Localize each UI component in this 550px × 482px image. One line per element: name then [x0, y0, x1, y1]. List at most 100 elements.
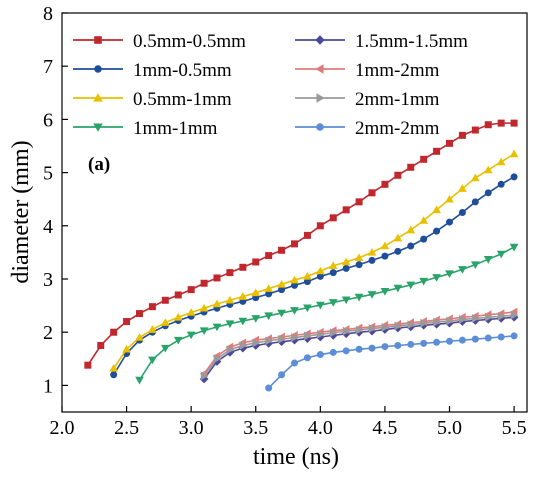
data-point [509, 149, 519, 158]
data-point [110, 328, 118, 336]
series-line [138, 246, 515, 381]
data-point [315, 266, 325, 275]
data-point [394, 247, 402, 255]
data-point [432, 205, 441, 214]
data-point [341, 296, 351, 305]
x-tick-label: 5.0 [437, 417, 462, 439]
x-tick-label: 3.5 [243, 417, 268, 439]
x-tick-label: 4.0 [308, 417, 333, 439]
data-point [458, 209, 466, 216]
data-point [109, 364, 119, 372]
data-point [238, 292, 248, 300]
series-0.5mm-0.5mm [84, 119, 518, 369]
data-point [355, 345, 363, 353]
data-point [226, 345, 235, 355]
data-point [368, 324, 377, 333]
data-point [433, 317, 441, 327]
data-point [200, 279, 208, 287]
series-line [203, 314, 515, 377]
data-point [161, 296, 169, 304]
data-point [472, 313, 480, 323]
data-point [329, 328, 338, 338]
data-point [160, 344, 170, 353]
data-point [433, 227, 441, 235]
data-point [290, 275, 299, 284]
data-point [355, 198, 363, 206]
legend-swatch-marker [94, 36, 102, 44]
data-point [420, 339, 428, 347]
data-point [199, 327, 209, 335]
legend-item: 2mm-1mm [295, 89, 440, 110]
data-point [303, 271, 312, 280]
data-point [484, 312, 493, 322]
y-tick-label: 7 [43, 56, 53, 78]
data-point [213, 274, 221, 282]
legend-swatch-marker [316, 123, 324, 131]
data-point [496, 157, 506, 166]
data-point [497, 119, 505, 127]
data-point [446, 316, 454, 326]
data-point [483, 165, 493, 174]
data-point [381, 252, 389, 260]
data-point [510, 119, 518, 127]
data-point [239, 263, 247, 271]
data-point [496, 250, 506, 259]
data-point [458, 131, 466, 139]
data-point [251, 288, 261, 297]
legend-label: 2mm-1mm [355, 89, 440, 110]
legend-label: 1mm-1mm [133, 118, 218, 139]
data-point [341, 257, 351, 266]
data-point [445, 194, 454, 203]
data-point [316, 351, 324, 359]
data-point [148, 303, 156, 311]
data-point [265, 384, 273, 392]
data-point [225, 320, 235, 329]
x-tick-label: 5.5 [502, 417, 527, 439]
data-point [393, 233, 403, 242]
series-2mm-2mm [265, 332, 518, 392]
data-point [186, 308, 196, 316]
data-point [510, 332, 518, 340]
data-point [471, 198, 479, 206]
data-point [329, 214, 337, 222]
data-point [277, 279, 286, 288]
legend-label: 1mm-2mm [355, 60, 440, 81]
series-1mm-0.5mm [110, 173, 518, 379]
data-point [497, 311, 506, 321]
legend-label: 1mm-0.5mm [133, 60, 232, 81]
data-point [354, 253, 364, 262]
data-point [251, 315, 261, 323]
data-point [110, 371, 118, 379]
data-point [433, 147, 441, 155]
data-point [484, 334, 492, 342]
data-point [342, 326, 351, 336]
data-point [354, 293, 364, 302]
x-tick-label: 2.5 [114, 417, 139, 439]
data-point [380, 241, 390, 250]
data-point [510, 173, 518, 181]
data-point [291, 281, 298, 289]
data-point [342, 264, 350, 272]
data-point [420, 155, 428, 163]
data-point [367, 291, 377, 299]
series-line [268, 335, 515, 389]
series-1mm-1mm [135, 243, 519, 385]
data-point [420, 235, 428, 243]
data-point [278, 286, 286, 294]
data-point [252, 338, 261, 348]
data-point [303, 278, 311, 286]
y-axis-title: diameter (mm) [8, 140, 34, 283]
data-point [484, 189, 492, 197]
data-point [380, 287, 390, 296]
data-point [484, 121, 492, 129]
legend-item: 1mm-2mm [295, 60, 440, 81]
legend-label: 0.5mm-1mm [133, 89, 232, 110]
series-2mm-1mm [200, 310, 519, 381]
legend-item: 1.5mm-1.5mm [295, 31, 468, 52]
data-point [265, 252, 273, 260]
data-point [304, 331, 312, 341]
data-point [264, 284, 274, 292]
data-point [200, 371, 209, 381]
data-point [355, 325, 364, 335]
